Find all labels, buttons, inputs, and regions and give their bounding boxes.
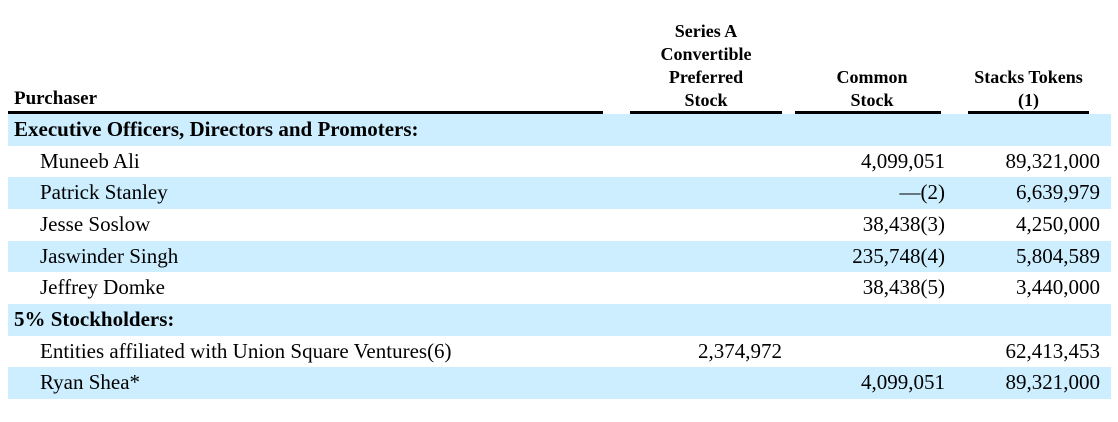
table-row-muneeb-ali: Muneeb Ali 4,099,051 89,321,000 <box>8 146 1111 178</box>
row-label: Ryan Shea* <box>40 370 141 395</box>
common-stock-value: 235,748(4) <box>852 243 945 268</box>
column-header-stacks-line1: Stacks Tokens <box>974 67 1083 87</box>
stacks-tokens-column-rule <box>968 111 1089 114</box>
common-stock-value: 4,099,051 <box>861 148 945 173</box>
table-row-section-5-percent-stockholders: 5% Stockholders: <box>8 303 1111 336</box>
column-header-series-a-line1: Series A <box>674 21 738 41</box>
stacks-tokens-value: 5,804,589 <box>1016 243 1100 268</box>
column-header-series-a-line4: Stock <box>684 90 728 110</box>
stacks-tokens-value: 6,639,979 <box>1016 180 1100 205</box>
column-header-stacks-tokens: Stacks Tokens (1) <box>953 66 1104 112</box>
table-row-patrick-stanley: Patrick Stanley —(2) 6,639,979 <box>8 177 1111 209</box>
common-stock-value: —(2) <box>899 180 946 205</box>
common-stock-column-rule <box>795 111 941 114</box>
common-stock-value: 4,099,051 <box>861 370 945 395</box>
stacks-tokens-value: 4,250,000 <box>1016 211 1100 236</box>
row-label: Jesse Soslow <box>40 211 151 236</box>
column-header-common-stock: Common Stock <box>788 66 956 112</box>
row-label: Executive Officers, Directors and Promot… <box>14 117 419 141</box>
column-header-stacks-line2: (1) <box>1018 90 1039 110</box>
column-header-series-a: Series A Convertible Preferred Stock <box>610 20 802 112</box>
table-row-section-executive-officers: Executive Officers, Directors and Promot… <box>8 114 1111 146</box>
stacks-tokens-value: 62,413,453 <box>1005 338 1101 363</box>
common-stock-value: 38,438(3) <box>862 211 945 236</box>
row-label: 5% Stockholders: <box>14 306 175 331</box>
table-body: Executive Officers, Directors and Promot… <box>8 114 1111 399</box>
row-label: Entities affiliated with Union Square Ve… <box>40 338 452 363</box>
purchaser-column-rule <box>8 111 603 114</box>
series-a-column-rule <box>630 111 782 114</box>
table-header: Purchaser Series A Convertible Preferred… <box>8 0 1111 114</box>
row-label: Patrick Stanley <box>40 180 168 205</box>
series-a-value: 2,374,972 <box>698 338 782 363</box>
column-header-series-a-line3: Preferred <box>668 67 744 87</box>
row-label: Jeffrey Domke <box>40 275 165 300</box>
row-label: Jaswinder Singh <box>40 243 179 268</box>
table-row-jaswinder-singh: Jaswinder Singh 235,748(4) 5,804,589 <box>8 240 1111 273</box>
table-row-ryan-shea: Ryan Shea* 4,099,051 89,321,000 <box>8 367 1111 399</box>
row-label: Muneeb Ali <box>40 148 140 173</box>
column-header-common-line1: Common <box>836 67 908 87</box>
column-header-common-line2: Stock <box>850 90 894 110</box>
table-row-union-square-ventures: Entities affiliated with Union Square Ve… <box>8 336 1111 368</box>
stacks-tokens-value: 89,321,000 <box>1005 370 1101 395</box>
stacks-tokens-value: 3,440,000 <box>1016 275 1100 300</box>
common-stock-value: 38,438(5) <box>862 275 945 300</box>
column-header-series-a-line2: Convertible <box>660 44 752 64</box>
table-row-jeffrey-domke: Jeffrey Domke 38,438(5) 3,440,000 <box>8 272 1111 304</box>
table-row-jesse-soslow: Jesse Soslow 38,438(3) 4,250,000 <box>8 209 1111 241</box>
stacks-tokens-value: 89,321,000 <box>1005 148 1101 173</box>
column-header-purchaser: Purchaser <box>14 88 98 109</box>
